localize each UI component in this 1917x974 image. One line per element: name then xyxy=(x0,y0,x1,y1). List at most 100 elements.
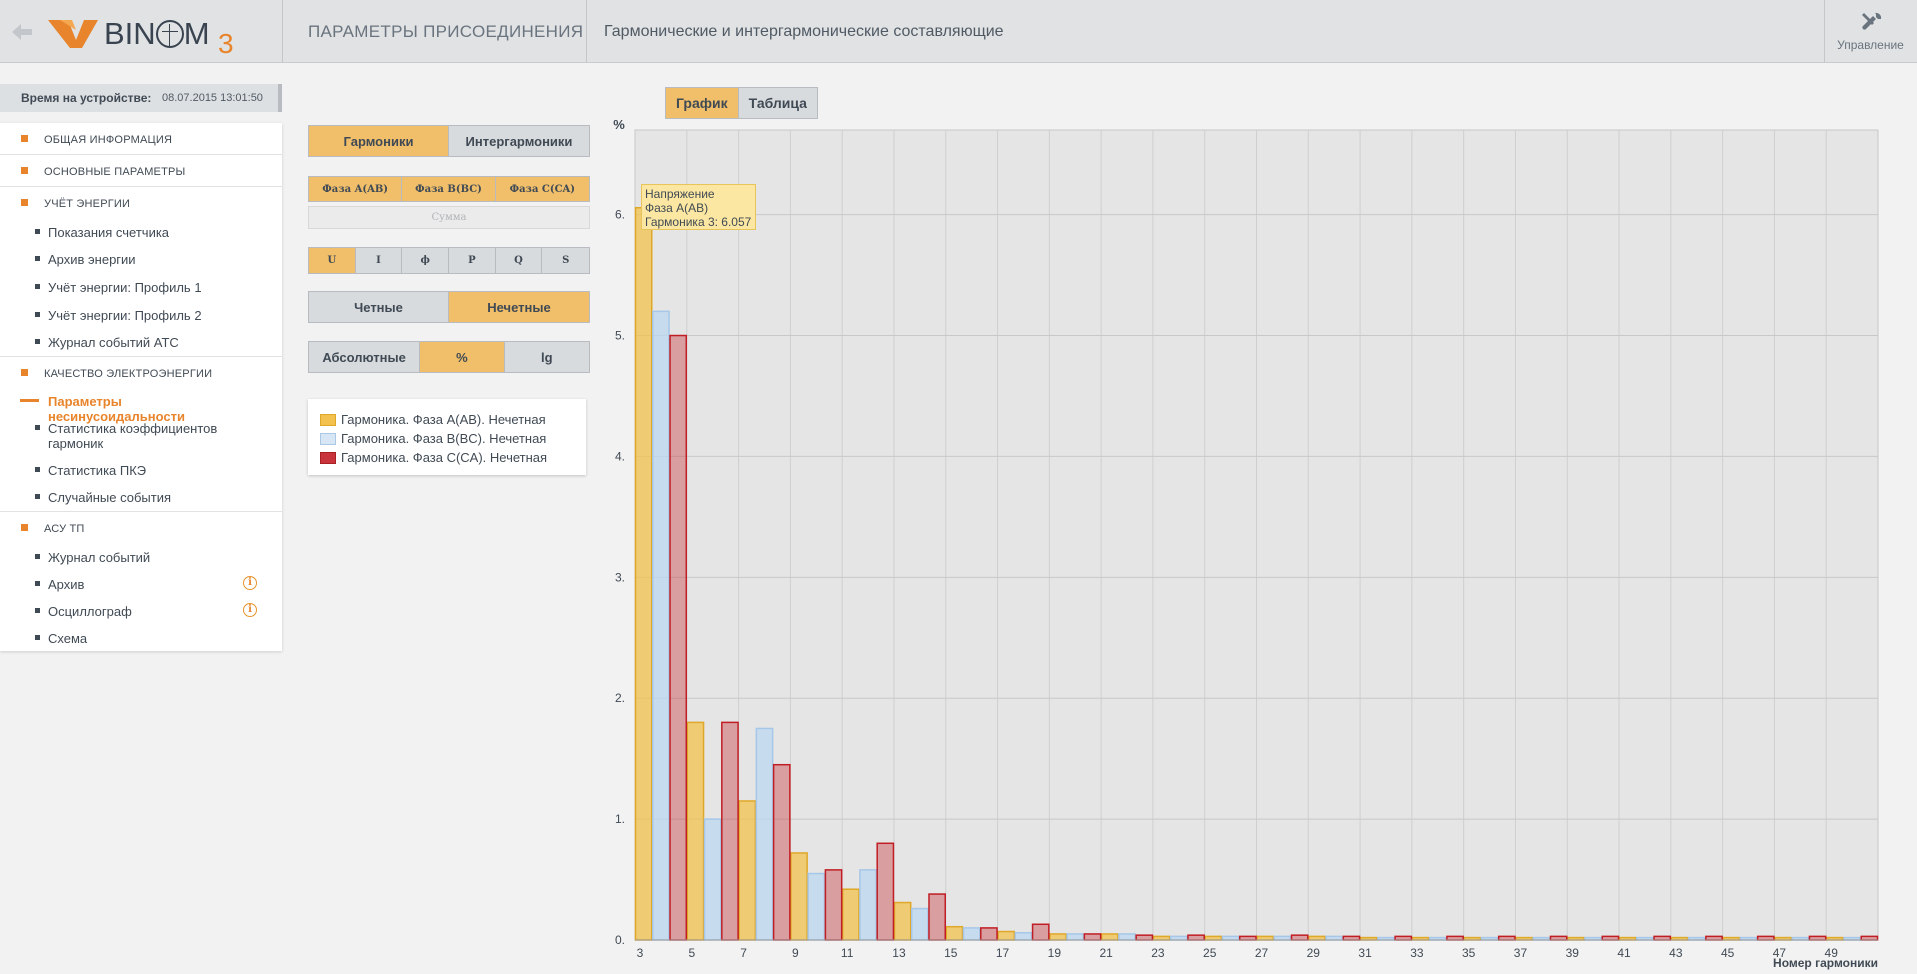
x-tick-label: 39 xyxy=(1566,946,1580,960)
legend-item[interactable]: Гармоника. Фаза A(AB). Нечетная xyxy=(320,411,586,430)
nav-item-energy-profile-2[interactable]: Учёт энергии: Профиль 2 xyxy=(0,304,282,328)
scale-toggle: Абсолютные % lg xyxy=(308,341,590,373)
nav-item-event-log[interactable]: Журнал событий xyxy=(0,546,282,570)
x-tick-label: 41 xyxy=(1617,946,1631,960)
bar xyxy=(1497,935,1516,941)
nav-section-label: ОСНОВНЫЕ ПАРАМЕТРЫ xyxy=(44,166,186,178)
x-tick-label: 47 xyxy=(1773,946,1787,960)
nav-item-energy-archive[interactable]: Архив энергии xyxy=(0,248,282,272)
x-tick-label: 35 xyxy=(1462,946,1476,960)
bullet-icon xyxy=(35,256,40,261)
bar xyxy=(1100,933,1119,941)
tab-chart[interactable]: График xyxy=(666,88,739,118)
x-tick-label: 5 xyxy=(688,946,695,960)
bar xyxy=(1187,934,1205,941)
bar xyxy=(755,727,774,941)
nav-section-general[interactable]: ОБЩАЯ ИНФОРМАЦИЯ xyxy=(0,123,282,155)
quantity-phi-button[interactable]: ϕ xyxy=(402,248,450,273)
chart-legend: Гармоника. Фаза A(AB). Нечетная Гармоник… xyxy=(308,399,586,475)
log-button[interactable]: lg xyxy=(504,342,589,372)
quantity-i-button[interactable]: I xyxy=(355,248,403,273)
bar xyxy=(928,893,947,941)
bar xyxy=(1083,933,1102,941)
bar xyxy=(1014,931,1033,941)
legend-item[interactable]: Гармоника. Фаза C(CA). Нечетная xyxy=(320,449,586,468)
bar xyxy=(1290,934,1309,941)
nav-item-random-events[interactable]: Случайные события xyxy=(0,486,282,512)
absolute-button[interactable]: Абсолютные xyxy=(309,342,421,372)
phase-c-button[interactable]: Фаза C(CA) xyxy=(495,177,589,201)
nav-item-harmonic-stats[interactable]: Статистика коэффициентов гармоник xyxy=(0,417,282,455)
odd-button[interactable]: Нечетные xyxy=(449,292,589,322)
control-button[interactable]: Управление xyxy=(1824,0,1917,63)
nav-section-label: КАЧЕСТВО ЭЛЕКТРОЭНЕРГИИ xyxy=(44,368,213,380)
bar xyxy=(910,907,929,941)
x-tick-label: 37 xyxy=(1514,946,1528,960)
logo-text: BIN M xyxy=(104,16,210,51)
active-indicator xyxy=(20,399,39,402)
percent-button[interactable]: % xyxy=(420,342,505,372)
info-icon[interactable]: i xyxy=(243,576,257,590)
sum-button[interactable]: Сумма xyxy=(308,206,590,229)
legend-swatch xyxy=(320,433,336,445)
nav-item-oscillograph[interactable]: Осциллограф i xyxy=(0,600,282,624)
quantity-s-button[interactable]: S xyxy=(542,248,590,273)
bar xyxy=(1031,923,1050,941)
y-tick-label: 2. xyxy=(615,691,625,705)
bar xyxy=(772,763,791,941)
bar xyxy=(738,800,757,941)
x-tick-label: 43 xyxy=(1669,946,1683,960)
nav-item-scheme[interactable]: Схема xyxy=(0,627,282,651)
phase-b-button[interactable]: Фаза B(BC) xyxy=(402,177,496,201)
nav-item-archive[interactable]: Архив i xyxy=(0,573,282,597)
bar xyxy=(1238,935,1257,941)
bar xyxy=(876,842,895,941)
harmonics-chart: 0. 1. 2. 3. 4. 5. 6.% Номер гармоники 3 5 7 9 11 13 15… xyxy=(600,118,1917,974)
bar xyxy=(1860,935,1879,941)
nav-item-energy-profile-1[interactable]: Учёт энергии: Профиль 1 xyxy=(0,276,282,300)
nav-section-energy[interactable]: УЧЁТ ЭНЕРГИИ xyxy=(0,187,282,219)
x-tick-label: 45 xyxy=(1721,946,1735,960)
y-axis-label: % xyxy=(613,118,625,132)
bar xyxy=(1549,935,1568,941)
nav-item-pqe-stats[interactable]: Статистика ПКЭ xyxy=(0,459,282,483)
legend-item[interactable]: Гармоника. Фаза B(BC). Нечетная xyxy=(320,430,586,449)
nav-item-label: Осциллограф xyxy=(48,604,132,619)
bar xyxy=(790,852,808,941)
phase-a-button[interactable]: Фаза A(AB) xyxy=(309,177,403,201)
nav-section-quality[interactable]: КАЧЕСТВО ЭЛЕКТРОЭНЕРГИИ xyxy=(0,357,282,389)
info-icon[interactable]: i xyxy=(243,603,257,617)
bar xyxy=(1152,935,1171,941)
legend-swatch xyxy=(320,452,336,464)
nav-item-label: Случайные события xyxy=(48,490,172,505)
bar xyxy=(1066,933,1085,941)
bar xyxy=(1394,935,1413,941)
y-tick-label: 0. xyxy=(615,933,625,947)
x-tick-label: 29 xyxy=(1307,946,1321,960)
tab-table[interactable]: Таблица xyxy=(738,88,817,118)
bullet-icon xyxy=(21,199,28,206)
logo xyxy=(46,6,246,58)
bar xyxy=(686,721,705,941)
x-tick-label: 9 xyxy=(792,946,799,960)
quantity-p-button[interactable]: P xyxy=(449,248,496,273)
nav-item-ats-events[interactable]: Журнал событий АТС xyxy=(0,331,282,357)
bullet-icon xyxy=(35,425,40,430)
quantity-u-button[interactable]: U xyxy=(309,248,356,273)
parity-toggle: Четные Нечетные xyxy=(308,291,590,323)
quantity-q-button[interactable]: Q xyxy=(495,248,543,273)
nav-item-nonsinusoidal[interactable]: Параметры несинусоидальности xyxy=(0,390,282,424)
bullet-icon xyxy=(35,635,40,640)
header-bar: BIN M 3 ПАРАМЕТРЫ ПРИСОЕДИНЕНИЯ Гармониче… xyxy=(0,0,1917,63)
nav-section-main[interactable]: ОСНОВНЫЕ ПАРАМЕТРЫ xyxy=(0,155,282,187)
nav-item-meter-readings[interactable]: Показания счетчика xyxy=(0,221,282,245)
even-button[interactable]: Четные xyxy=(309,292,449,322)
section-title[interactable]: ПАРАМЕТРЫ ПРИСОЕДИНЕНИЯ xyxy=(308,22,584,41)
legend-label: Гармоника. Фаза C(CA). Нечетная xyxy=(341,450,548,465)
nav-section-asu[interactable]: АСУ ТП xyxy=(0,512,282,544)
back-button[interactable] xyxy=(8,18,36,46)
harmonics-button[interactable]: Гармоники xyxy=(309,126,449,156)
x-tick-label: 21 xyxy=(1099,946,1113,960)
bar xyxy=(859,869,877,941)
interharmonics-button[interactable]: Интергармоники xyxy=(449,126,589,156)
